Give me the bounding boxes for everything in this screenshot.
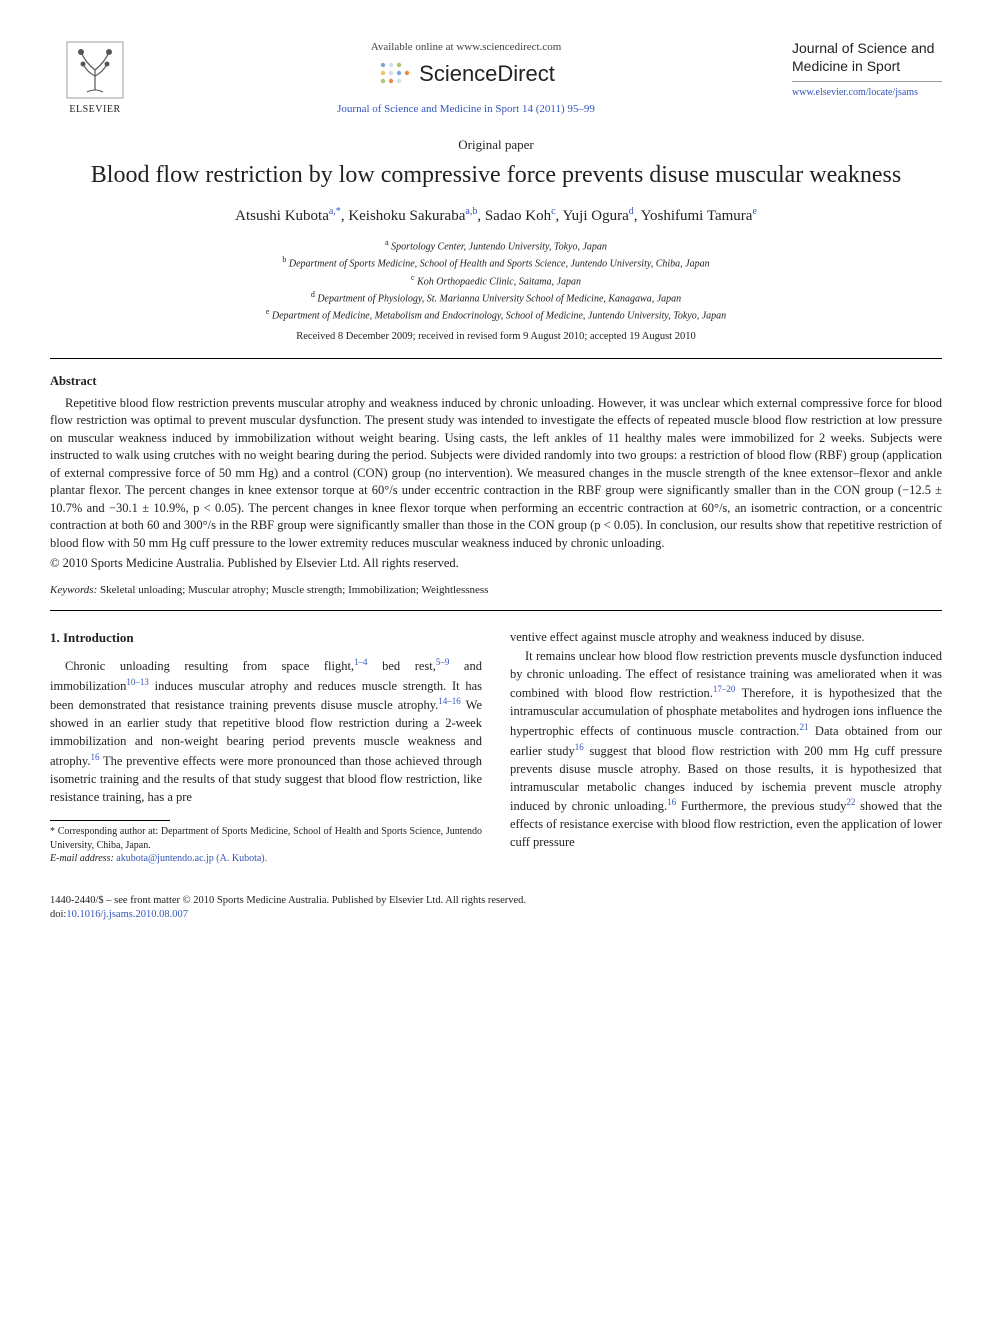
header-center: Available online at www.sciencedirect.co… (140, 40, 792, 118)
journal-name: Journal of Science and Medicine in Sport (792, 40, 942, 75)
section-rule (50, 358, 942, 359)
left-column: 1. Introduction Chronic unloading result… (50, 629, 482, 866)
corr-email[interactable]: akubota@juntendo.ac.jp (A. Kubota). (116, 853, 267, 864)
journal-url[interactable]: www.elsevier.com/locate/jsams (792, 86, 942, 100)
right-column: ventive effect against muscle atrophy an… (510, 629, 942, 866)
author-affiliation-marker: d (629, 206, 634, 217)
author: Atsushi Kubotaa,* (235, 208, 341, 224)
author-list: Atsushi Kubotaa,*, Keishoku Sakurabaa,b,… (50, 205, 942, 227)
intro-heading: 1. Introduction (50, 629, 482, 647)
doi-label: doi: (50, 909, 66, 920)
article-dates: Received 8 December 2009; received in re… (50, 330, 942, 345)
availability-line: Available online at www.sciencedirect.co… (152, 40, 780, 55)
keywords-label: Keywords: (50, 584, 97, 596)
elsevier-label: ELSEVIER (50, 103, 140, 117)
abstract-heading: Abstract (50, 373, 942, 391)
citation-ref[interactable]: 16 (91, 752, 100, 762)
article-title: Blood flow restriction by low compressiv… (50, 160, 942, 191)
paper-type: Original paper (50, 136, 942, 154)
corr-email-line: E-mail address: akubota@juntendo.ac.jp (… (50, 852, 482, 866)
intro-paragraph-2: It remains unclear how blood flow restri… (510, 648, 942, 852)
citation-ref[interactable]: 1–4 (354, 657, 368, 667)
journal-title-block: Journal of Science and Medicine in Sport… (792, 40, 942, 100)
affiliation: e Department of Medicine, Metabolism and… (50, 306, 942, 323)
divider (792, 81, 942, 82)
abstract-text: Repetitive blood flow restriction preven… (50, 395, 942, 553)
body-columns: 1. Introduction Chronic unloading result… (50, 629, 942, 866)
doi-line: doi:10.1016/j.jsams.2010.08.007 (50, 908, 942, 923)
affiliation: a Sportology Center, Juntendo University… (50, 237, 942, 254)
author-affiliation-marker: e (752, 206, 756, 217)
affiliation: c Koh Orthopaedic Clinic, Saitama, Japan (50, 272, 942, 289)
elsevier-tree-icon (65, 40, 125, 100)
affiliation: d Department of Physiology, St. Marianna… (50, 289, 942, 306)
email-label: E-mail address: (50, 853, 114, 864)
author: Keishoku Sakurabaa,b (348, 208, 477, 224)
corresponding-author-note: * Corresponding author at: Department of… (50, 825, 482, 866)
sciencedirect-dots-icon (377, 61, 413, 89)
doi-value[interactable]: 10.1016/j.jsams.2010.08.007 (66, 909, 188, 920)
author-affiliation-marker: a,* (329, 206, 341, 217)
corr-author-text: * Corresponding author at: Department of… (50, 825, 482, 852)
author-affiliation-marker: a,b (465, 206, 477, 217)
citation-ref[interactable]: 5–9 (436, 657, 450, 667)
abstract-copyright: © 2010 Sports Medicine Australia. Publis… (50, 555, 942, 573)
keywords-line: Keywords: Skeletal unloading; Muscular a… (50, 583, 942, 598)
journal-citation[interactable]: Journal of Science and Medicine in Sport… (152, 102, 780, 117)
author: Sadao Kohc (485, 208, 556, 224)
affiliation: b Department of Sports Medicine, School … (50, 254, 942, 271)
keywords-list: Skeletal unloading; Muscular atrophy; Mu… (100, 584, 488, 596)
affiliation-list: a Sportology Center, Juntendo University… (50, 237, 942, 324)
intro-paragraph-1: Chronic unloading resulting from space f… (50, 656, 482, 807)
citation-ref[interactable]: 14–16 (438, 696, 461, 706)
intro-paragraph-1-cont: ventive effect against muscle atrophy an… (510, 629, 942, 647)
publisher-logo-block: ELSEVIER (50, 40, 140, 117)
citation-ref[interactable]: 17–20 (713, 684, 736, 694)
page-footer: 1440-2440/$ – see front matter © 2010 Sp… (50, 894, 942, 923)
author-affiliation-marker: c (551, 206, 555, 217)
author: Yoshifumi Tamurae (641, 208, 757, 224)
sciencedirect-text: ScienceDirect (419, 59, 555, 90)
journal-header: ELSEVIER Available online at www.science… (50, 40, 942, 118)
footnote-separator (50, 820, 170, 821)
issn-copyright: 1440-2440/$ – see front matter © 2010 Sp… (50, 894, 942, 909)
citation-ref[interactable]: 16 (575, 742, 584, 752)
citation-ref[interactable]: 16 (667, 797, 676, 807)
sciencedirect-logo: ScienceDirect (377, 59, 555, 90)
section-rule (50, 610, 942, 611)
citation-ref[interactable]: 10–13 (126, 677, 149, 687)
author: Yuji Ogurad (562, 208, 633, 224)
